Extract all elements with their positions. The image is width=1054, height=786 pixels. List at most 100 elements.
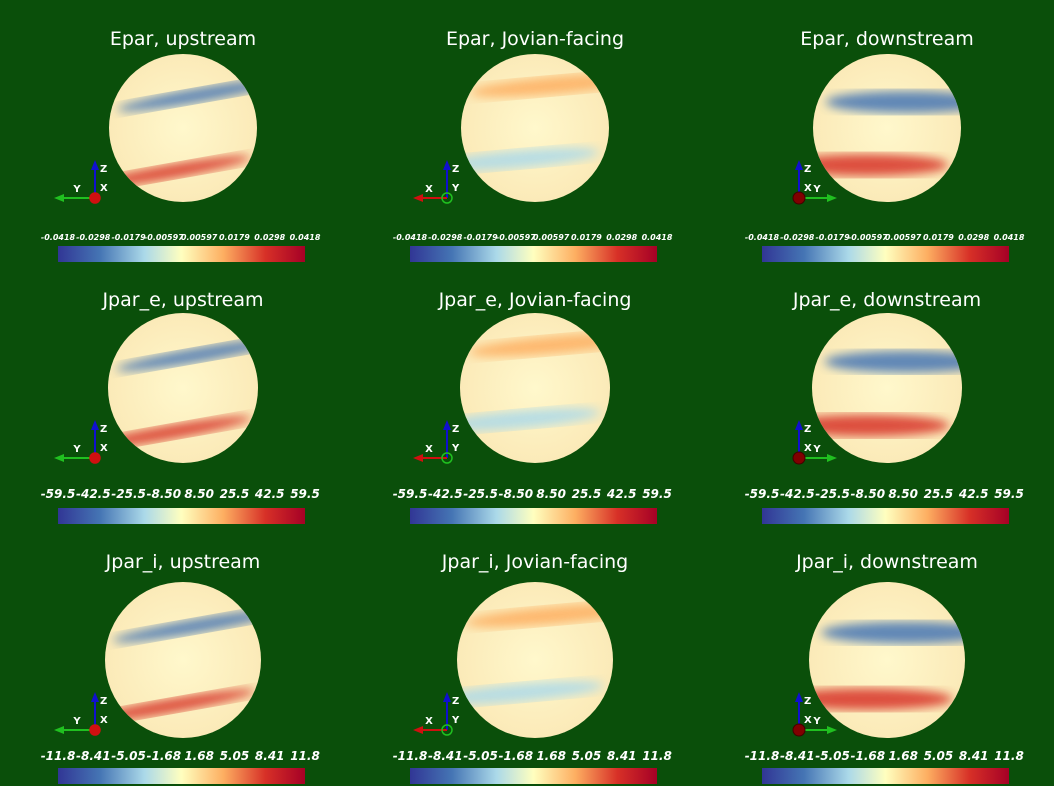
colorbar-tick-label: -0.00597 — [144, 233, 184, 242]
axis-left-head — [413, 454, 423, 462]
colorbar-tick-label: -42.5 — [428, 487, 463, 501]
panel-title: Epar, upstream — [110, 28, 256, 50]
panel-title: Epar, Jovian-facing — [446, 28, 624, 50]
triad-label: Z — [452, 164, 459, 175]
colorbar-tick-label: -5.05 — [463, 749, 498, 763]
triad-label: Y — [72, 444, 81, 455]
colorbar-tick-label: -8.50 — [499, 487, 534, 501]
colorbar-tick-label: 11.8 — [994, 749, 1024, 763]
colorbar-tick-label: -0.00597 — [496, 233, 536, 242]
colorbar-tick-label: 1.68 — [184, 749, 214, 763]
colorbar-tick-label: 11.8 — [290, 749, 320, 763]
axis-mid — [441, 724, 453, 736]
triad-label: X — [100, 715, 108, 726]
field-band — [465, 603, 613, 628]
colorbar-tick-label: 8.50 — [888, 487, 918, 501]
field-band — [457, 681, 604, 705]
colorbar-tick-label: -42.5 — [76, 487, 111, 501]
colorbar-tick-label: -8.41 — [76, 749, 111, 763]
axis-left-head — [54, 726, 64, 734]
colorbar — [58, 508, 305, 524]
colorbar-tick-label: 8.50 — [536, 487, 566, 501]
colorbar — [762, 768, 1009, 784]
colorbar-tick-label: 8.41 — [255, 749, 285, 763]
colorbar-tick-label: 59.5 — [994, 487, 1024, 501]
colorbar-tick-label: -0.0418 — [393, 233, 428, 242]
colorbar-tick-label: -59.5 — [745, 487, 780, 501]
colorbar-tick-label: 25.5 — [924, 487, 954, 501]
colorbar-tick-label: -8.41 — [780, 749, 815, 763]
triad-label: Z — [804, 164, 811, 175]
sphere-bands — [812, 350, 962, 437]
field-band — [461, 147, 599, 171]
colorbar-tick-label: -1.68 — [147, 749, 182, 763]
axis-up-head — [795, 420, 803, 430]
panel: Jpar_i, downstream ZYX -11.8 -8.41 -5.05 -1.6… — [745, 551, 1024, 784]
triad-label: X — [804, 183, 812, 194]
colorbar — [58, 768, 305, 784]
axis-mid — [441, 192, 453, 204]
triad-label: Z — [100, 696, 107, 707]
colorbar-tick-label: 1.68 — [536, 749, 566, 763]
panel: Jpar_e, downstream ZYX -59.5 -42.5 -25.5 -8.5… — [745, 289, 1024, 524]
colorbar-tick-label: -0.00597 — [848, 233, 888, 242]
colorbar-tick-label: -0.0179 — [815, 233, 850, 242]
axis-left-head — [54, 194, 64, 202]
panel: Epar, upstream Z Y X -0.0418 -0.0298 -0.0179-0… — [41, 28, 321, 262]
panel-title: Jpar_i, Jovian-facing — [441, 551, 628, 573]
colorbar-tick-label: 42.5 — [958, 487, 989, 501]
axis-mid — [441, 452, 453, 464]
panel: Epar, downstream ZYX -0.0418 -0.0298 -0.0179… — [745, 28, 1025, 262]
triad-label: X — [100, 183, 108, 194]
colorbar-tick-label: 0.0179 — [923, 233, 954, 242]
axis-left-head — [413, 726, 423, 734]
axis-mid — [792, 191, 806, 205]
sphere — [813, 54, 961, 202]
triad-label: Z — [452, 424, 459, 435]
triad-label: Y — [812, 184, 821, 195]
triad-label: Y — [72, 716, 81, 727]
axis-mid — [792, 723, 806, 737]
sphere-bands — [105, 609, 261, 723]
triad-label: Y — [812, 716, 821, 727]
colorbar-tick-label: 11.8 — [642, 749, 672, 763]
axis-mid — [89, 192, 101, 204]
colorbar-tick-label: -25.5 — [815, 487, 850, 501]
panel-title: Jpar_i, upstream — [105, 551, 261, 573]
axis-up-head — [443, 692, 451, 702]
colorbar-tick-label: -0.0418 — [41, 233, 76, 242]
axis-up-head — [795, 692, 803, 702]
colorbar-tick-label: 42.5 — [606, 487, 637, 501]
colorbar-tick-label: 0.0418 — [994, 233, 1025, 242]
colorbar-tick-label: -11.8 — [41, 749, 76, 763]
axis-mid — [792, 451, 806, 465]
colorbar-tick-label: 8.50 — [184, 487, 214, 501]
colorbar-tick-label: 25.5 — [572, 487, 602, 501]
field-band — [824, 350, 962, 373]
field-band — [825, 91, 961, 114]
panel-title: Jpar_e, downstream — [792, 289, 981, 311]
field-band — [109, 155, 251, 188]
colorbar — [410, 246, 657, 262]
triad-label: Z — [804, 696, 811, 707]
axis-up-head — [443, 160, 451, 170]
triad-label: X — [425, 716, 433, 727]
panel-title: Jpar_e, Jovian-facing — [438, 289, 632, 311]
colorbar-tick-label: 0.0418 — [290, 233, 321, 242]
colorbar-tick-label: 0.0418 — [642, 233, 673, 242]
colorbar-tick-label: -1.68 — [851, 749, 886, 763]
colorbar-tick-label: -1.68 — [499, 749, 534, 763]
colorbar-tick-label: -8.41 — [428, 749, 463, 763]
triad-label: Z — [100, 424, 107, 435]
axis-up-head — [443, 420, 451, 430]
colorbar-tick-label: -8.50 — [851, 487, 886, 501]
colorbar-tick-label: -5.05 — [111, 749, 146, 763]
colorbar-tick-label: -0.0179 — [463, 233, 498, 242]
colorbar-tick-label: -0.0298 — [780, 233, 815, 242]
triad-label: Y — [451, 443, 460, 454]
triad-label: X — [804, 715, 812, 726]
colorbar-tick-label: -25.5 — [111, 487, 146, 501]
axis-up-head — [91, 420, 99, 430]
colorbar-tick-label: -0.0418 — [745, 233, 780, 242]
